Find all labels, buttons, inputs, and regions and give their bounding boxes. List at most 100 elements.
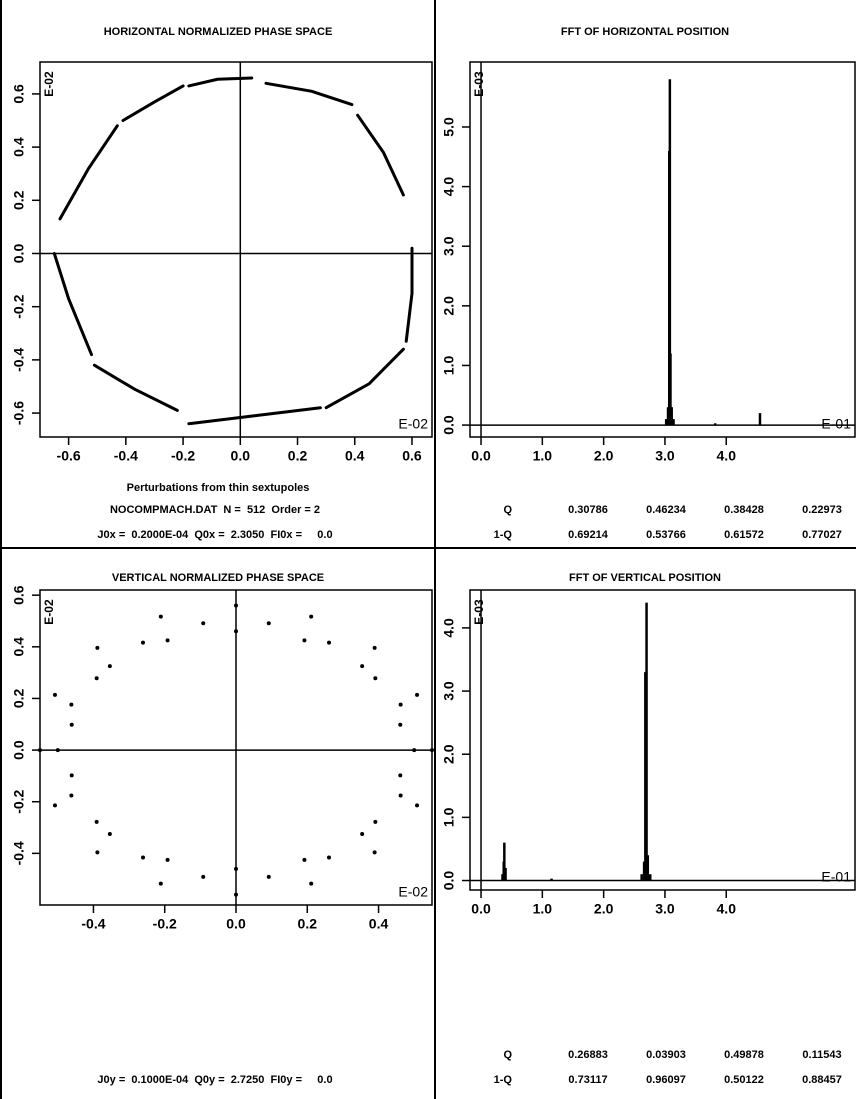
x-tick-label: 0.0 (471, 901, 491, 917)
x-tick-label: 3.0 (655, 901, 675, 917)
q-table-cell: 0.49878 (724, 1049, 764, 1061)
phase-point (165, 857, 170, 862)
phase-point (69, 702, 74, 707)
x-tick-label: 0.4 (369, 916, 389, 932)
phase-point (266, 874, 271, 879)
phase-point (309, 614, 314, 619)
y-tick-label: 4.0 (441, 618, 457, 638)
y-tick-label: 0.4 (11, 137, 27, 157)
x-tick-label: 0.2 (288, 448, 308, 464)
phase-point (266, 621, 271, 626)
y-tick-label: 5.0 (441, 117, 457, 137)
q-table-cell: 0.11543 (802, 1049, 841, 1061)
q-table-cell: 0.77027 (802, 529, 842, 541)
q-table-cell: 1-Q (494, 1074, 513, 1086)
y-tick-label: 0.0 (441, 871, 457, 891)
phase-curve (52, 76, 414, 426)
y-tick-label: -0.4 (11, 348, 27, 372)
q-table-cell: 0.61572 (724, 529, 764, 541)
q-table-cell: 0.38428 (724, 504, 764, 516)
q-table-cell: 0.53766 (646, 529, 686, 541)
y-tick-label: -0.6 (11, 401, 27, 425)
phase-point (415, 803, 420, 808)
phase-point (69, 722, 74, 727)
phase-point (69, 793, 74, 798)
q-table-cell: Q (503, 504, 512, 516)
q-table-cell: Q (503, 1049, 512, 1061)
y-multiplier: E-03 (472, 71, 486, 97)
phase-point (430, 748, 434, 753)
phase-point (398, 702, 403, 707)
phase-point (201, 874, 206, 879)
phase-point (302, 857, 307, 862)
y-tick-label: 1.0 (441, 807, 457, 827)
chart-title: VERTICAL NORMALIZED PHASE SPACE (112, 572, 324, 584)
q-table-cell: 0.46234 (646, 504, 687, 516)
phase-point (398, 722, 403, 727)
y-tick-label: 0.2 (11, 190, 27, 210)
phase-point (234, 866, 238, 871)
phase-point (234, 603, 238, 608)
phase-point (412, 748, 417, 753)
x-tick-label: -0.2 (153, 916, 177, 932)
phase-point (360, 664, 365, 669)
x-tick-label: 0.0 (471, 448, 491, 464)
phase-point (327, 640, 332, 645)
x-tick-label: 1.0 (533, 901, 553, 917)
chart-title: HORIZONTAL NORMALIZED PHASE SPACE (104, 26, 333, 38)
x-tick-label: 4.0 (717, 901, 737, 917)
chart-title: FFT OF HORIZONTAL POSITION (561, 26, 729, 38)
y-tick-label: 2.0 (441, 744, 457, 764)
y-tick-label: 1.0 (441, 356, 457, 376)
phase-point (95, 645, 100, 650)
plot-frame (469, 589, 856, 891)
phase-point (373, 819, 378, 824)
q-table-cell: 0.30786 (568, 504, 608, 516)
x-multiplier: E-01 (821, 869, 851, 885)
y-multiplier: E-03 (472, 599, 486, 625)
phase-point (360, 831, 365, 836)
info-line: J0y = 0.1000E-04 Q0y = 2.7250 FI0y = 0.0 (97, 1074, 332, 1086)
x-tick-label: 3.0 (655, 448, 675, 464)
y-tick-label: 0.6 (11, 84, 27, 104)
y-tick-label: -0.2 (11, 294, 27, 318)
phase-point (158, 881, 163, 886)
phase-point (94, 676, 99, 681)
x-tick-label: 2.0 (594, 448, 614, 464)
x-multiplier: E-02 (398, 416, 428, 432)
q-table-cell: 0.73117 (568, 1074, 607, 1086)
x-tick-label: 4.0 (717, 448, 737, 464)
x-multiplier: E-01 (821, 416, 851, 432)
q-table-cell: 0.26883 (568, 1049, 608, 1061)
phase-point (69, 773, 74, 778)
phase-point (234, 892, 238, 897)
x-tick-label: 0.6 (402, 448, 422, 464)
phase-point (107, 664, 112, 669)
x-tick-label: 0.0 (226, 916, 246, 932)
phase-point (107, 831, 112, 836)
y-tick-label: 2.0 (441, 296, 457, 316)
phase-point (372, 645, 377, 650)
y-tick-label: 3.0 (441, 681, 457, 701)
phase-point (140, 640, 145, 645)
phase-point (140, 855, 145, 860)
y-multiplier: E-02 (42, 599, 56, 625)
phase-point (94, 819, 99, 824)
plot-frame (469, 61, 856, 438)
x-multiplier: E-02 (398, 884, 428, 900)
q-table-cell: 0.22973 (802, 504, 842, 516)
phase-point (201, 621, 206, 626)
phase-point (52, 692, 57, 697)
q-table-cell: 0.03903 (646, 1049, 686, 1061)
y-tick-label: 0.0 (11, 740, 27, 760)
y-tick-label: 0.2 (11, 689, 27, 709)
x-tick-label: -0.4 (114, 448, 138, 464)
y-tick-label: 0.0 (11, 244, 27, 264)
q-table-cell: 0.69214 (568, 529, 609, 541)
y-tick-label: 0.6 (11, 585, 27, 605)
q-table-cell: 0.88457 (802, 1074, 842, 1086)
y-multiplier: E-02 (42, 71, 56, 97)
y-tick-label: -0.2 (11, 789, 27, 813)
info-line: NOCOMPMACH.DAT N = 512 Order = 2 (110, 504, 320, 516)
